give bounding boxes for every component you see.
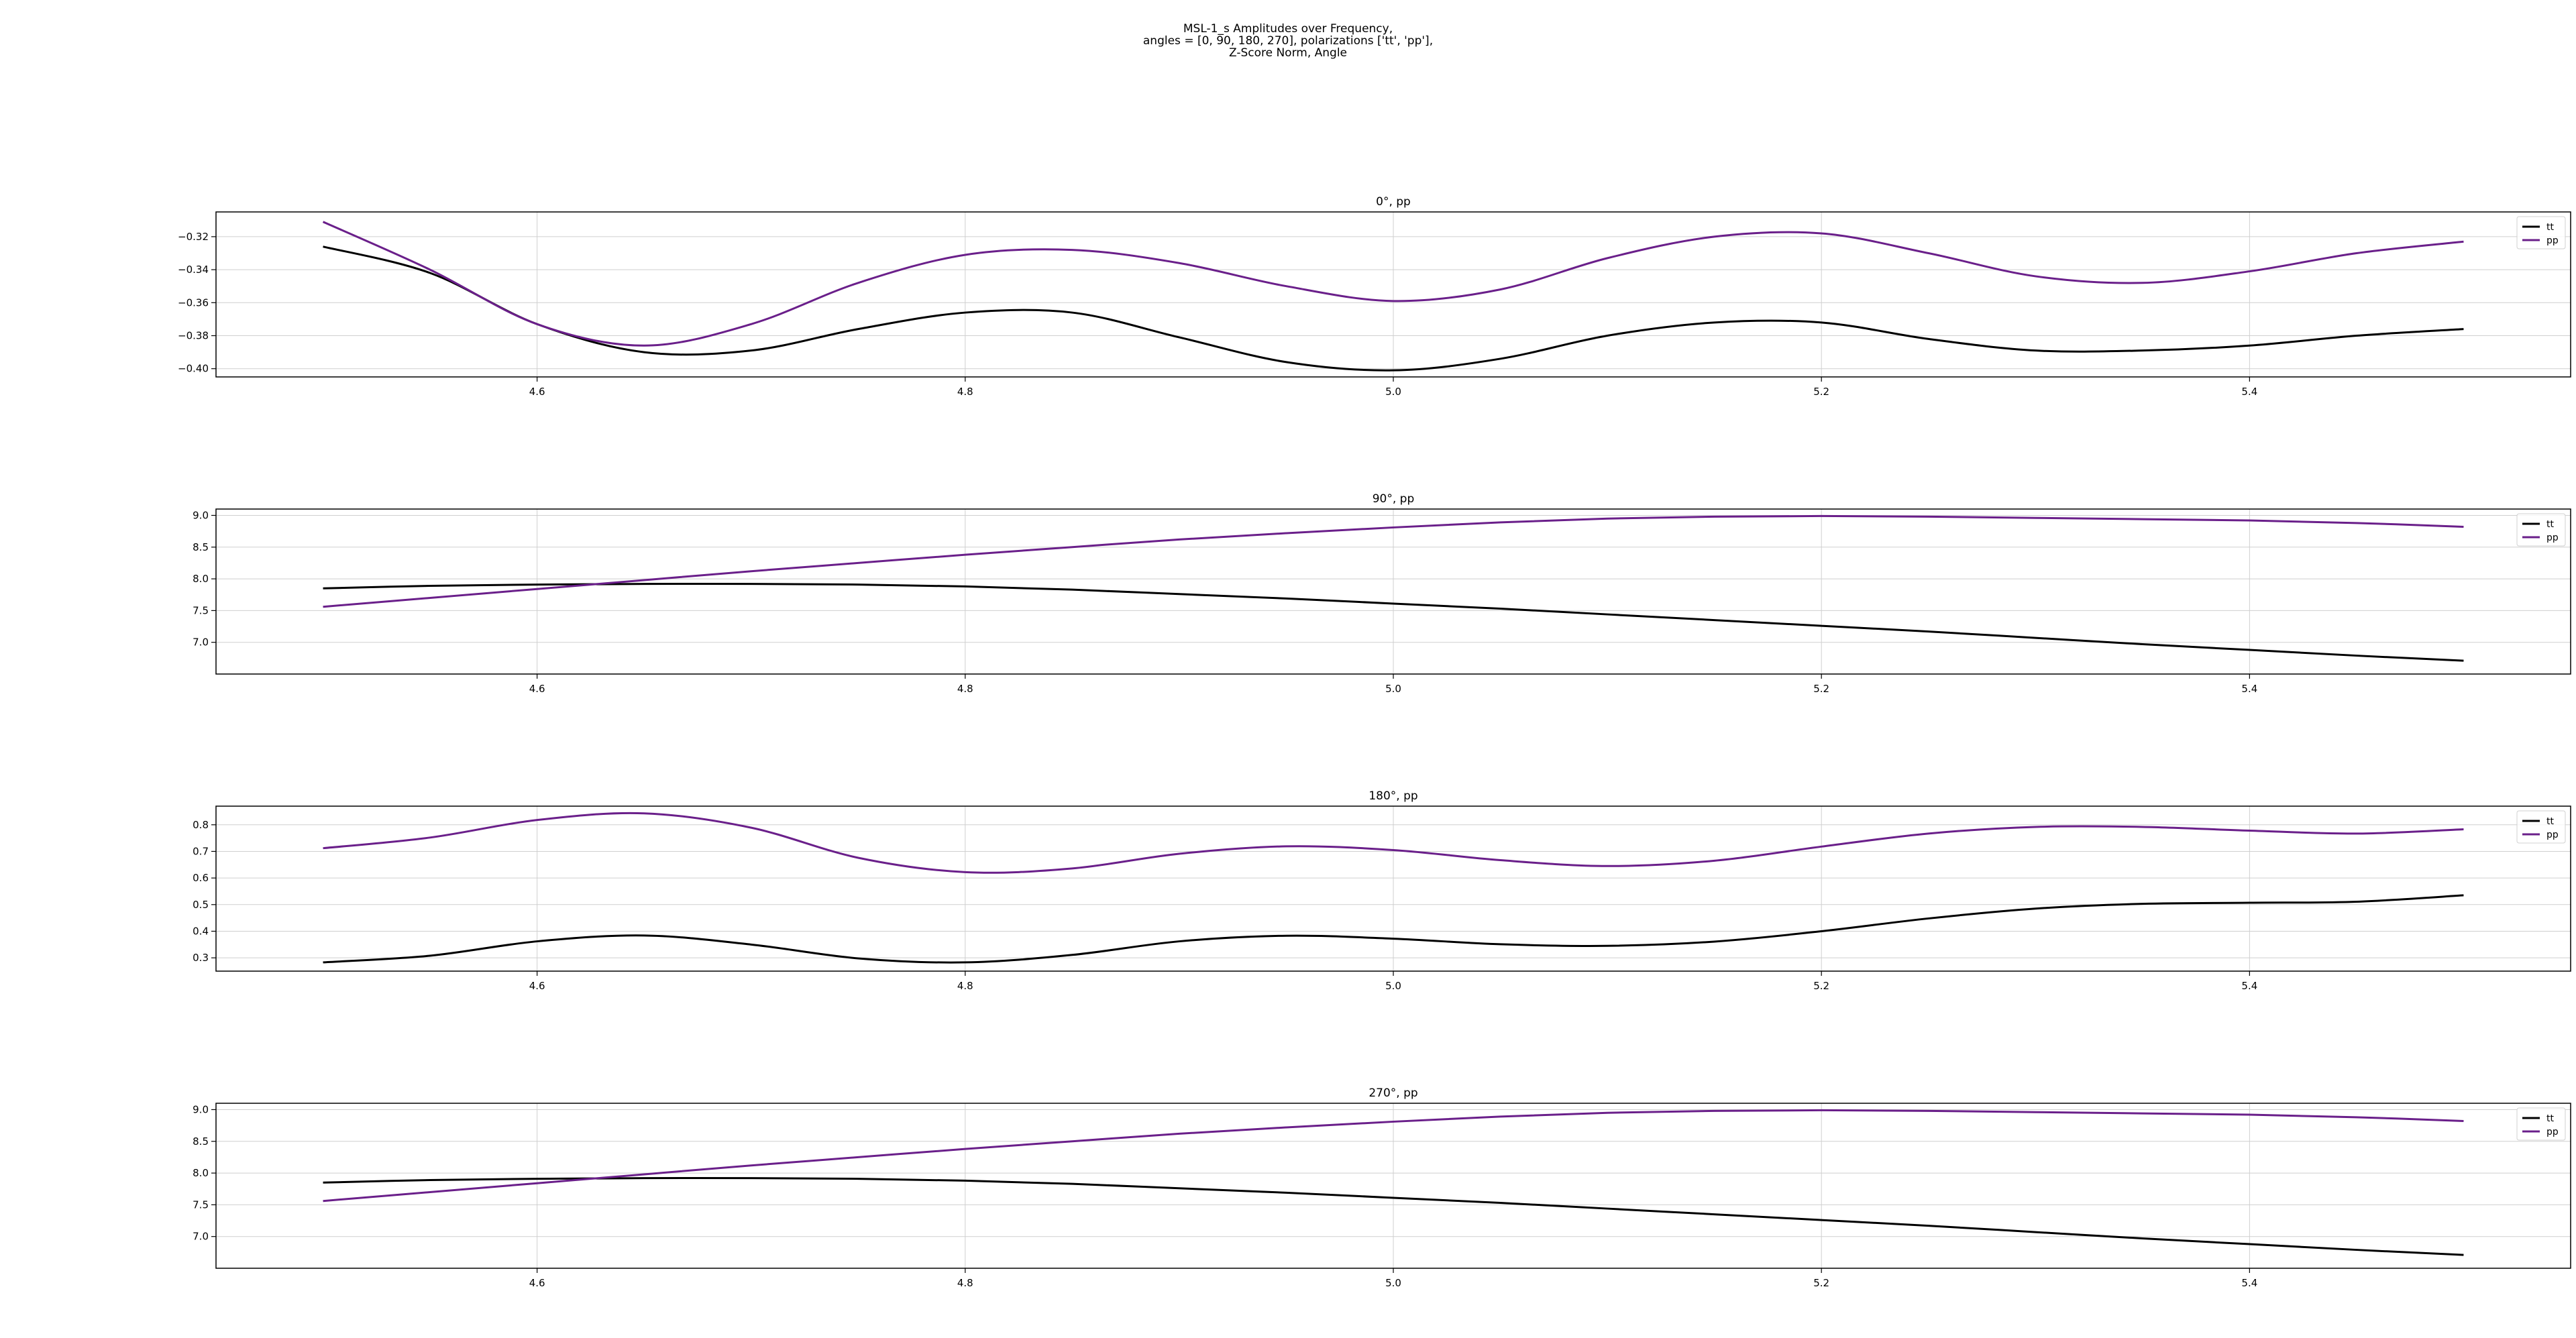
subplot-title: 270°, pp xyxy=(1368,1086,1417,1100)
subplot-4: 4.6 4.8 5.0 5.2 5.4 7.0 7.5 8.0 8.5 9.0 270°, pp tt… xyxy=(193,1086,2571,1289)
y-tick-label: −0.40 xyxy=(178,363,209,375)
y-tick-label: 0.8 xyxy=(193,819,209,831)
x-tick-label: 4.8 xyxy=(957,683,973,695)
figure-title-line-1: MSL-1_s Amplitudes over Frequency, xyxy=(1183,22,1393,36)
y-tick-label: 7.0 xyxy=(193,1231,209,1243)
y-tick-label: −0.32 xyxy=(178,231,209,243)
legend-label-pp: pp xyxy=(2546,1127,2559,1137)
series-line-pp xyxy=(323,514,2464,608)
legend-label-tt: tt xyxy=(2546,222,2554,233)
y-tick-label: 7.5 xyxy=(193,1198,209,1211)
subplot-title: 0°, pp xyxy=(1376,195,1411,209)
x-tick-label: 4.6 xyxy=(529,1277,545,1289)
y-tick-label: 8.0 xyxy=(193,1167,209,1179)
y-tick-label: 0.6 xyxy=(193,872,209,884)
series-line-tt xyxy=(323,1177,2464,1256)
x-tick-label: 4.6 xyxy=(529,980,545,992)
figure-title-line-3: Z-Score Norm, Angle xyxy=(1228,46,1348,60)
y-tick-label: 0.7 xyxy=(193,845,209,857)
subplot-title: 90°, pp xyxy=(1373,492,1415,506)
x-tick-label: 5.2 xyxy=(1813,683,1829,695)
subplot-3: 4.6 4.8 5.0 5.2 5.4 0.3 0.4 0.5 0.6 0.7 0.8 180°, p… xyxy=(193,789,2571,992)
x-tick-label: 5.0 xyxy=(1385,1277,1401,1289)
y-tick-label: −0.38 xyxy=(178,330,209,342)
x-tick-label: 5.0 xyxy=(1385,980,1401,992)
x-tick-label: 5.4 xyxy=(2241,683,2257,695)
x-tick-label: 5.4 xyxy=(2241,1277,2257,1289)
series-line-tt xyxy=(323,894,2464,964)
x-tick-label: 4.6 xyxy=(529,683,545,695)
x-tick-label: 5.2 xyxy=(1813,386,1829,398)
y-tick-label: 0.5 xyxy=(193,899,209,911)
x-tick-label: 5.0 xyxy=(1385,386,1401,398)
y-tick-label: 0.4 xyxy=(193,925,209,937)
legend-label-tt: tt xyxy=(2546,519,2554,530)
x-tick-label: 5.4 xyxy=(2241,980,2257,992)
legend-label-pp: pp xyxy=(2546,235,2559,246)
legend: tt pp xyxy=(2516,513,2566,547)
legend-label-pp: pp xyxy=(2546,533,2559,543)
x-tick-label: 5.4 xyxy=(2241,386,2257,398)
subplot-1: 4.6 4.8 5.0 5.2 5.4 −0.40 −0.38 −0.36 −0.34 −0.32… xyxy=(178,195,2571,398)
figure-title-line-2: angles = [0, 90, 180, 270], polarization… xyxy=(1142,34,1434,48)
series-line-tt xyxy=(323,245,2464,372)
x-tick-label: 5.2 xyxy=(1813,980,1829,992)
legend: tt pp xyxy=(2516,1107,2566,1141)
y-tick-label: 8.0 xyxy=(193,573,209,585)
x-tick-label: 5.0 xyxy=(1385,683,1401,695)
series-line-pp xyxy=(323,1109,2464,1203)
y-tick-label: 8.5 xyxy=(193,541,209,553)
series-line-tt xyxy=(323,583,2464,662)
x-tick-label: 4.6 xyxy=(529,386,545,398)
x-tick-label: 4.8 xyxy=(957,386,973,398)
y-tick-label: 0.3 xyxy=(193,952,209,964)
y-tick-label: −0.34 xyxy=(178,264,209,276)
x-tick-label: 5.2 xyxy=(1813,1277,1829,1289)
series-line-pp xyxy=(323,812,2464,874)
x-tick-label: 4.8 xyxy=(957,980,973,992)
figure-title: MSL-1_s Amplitudes over Frequency, angle… xyxy=(0,23,2576,59)
legend-label-tt: tt xyxy=(2546,1113,2554,1124)
series-line-pp xyxy=(322,221,2464,347)
y-tick-label: 9.0 xyxy=(193,509,209,521)
y-tick-label: 8.5 xyxy=(193,1135,209,1148)
y-tick-label: −0.36 xyxy=(178,296,209,309)
y-tick-label: 7.0 xyxy=(193,636,209,649)
legend: tt pp xyxy=(2516,216,2566,249)
y-tick-label: 9.0 xyxy=(193,1103,209,1115)
y-tick-label: 7.5 xyxy=(193,604,209,616)
legend: tt pp xyxy=(2516,810,2566,844)
subplot-title: 180°, pp xyxy=(1368,789,1417,803)
legend-label-pp: pp xyxy=(2546,830,2559,840)
x-tick-label: 4.8 xyxy=(957,1277,973,1289)
subplot-2: 4.6 4.8 5.0 5.2 5.4 7.0 7.5 8.0 8.5 9.0 90°, pp tt p… xyxy=(193,492,2571,695)
legend-label-tt: tt xyxy=(2546,816,2554,827)
